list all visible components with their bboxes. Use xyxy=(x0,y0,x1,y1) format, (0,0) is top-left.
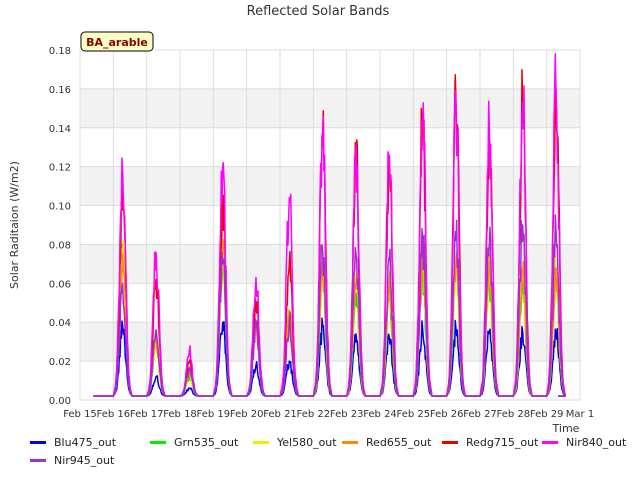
legend-swatch xyxy=(150,441,166,444)
plot-band xyxy=(80,127,580,167)
y-tick-label: 0.12 xyxy=(49,163,71,174)
legend-swatch xyxy=(342,441,358,444)
legend-label: Redg715_out xyxy=(466,436,539,449)
plot-band xyxy=(80,205,580,245)
legend-swatch xyxy=(30,441,46,444)
legend-label: Nir945_out xyxy=(54,454,115,467)
x-tick-label: Feb 26 xyxy=(430,409,464,420)
legend-swatch xyxy=(253,441,269,444)
plot-band xyxy=(80,244,580,284)
plot-band xyxy=(80,88,580,128)
plot-area xyxy=(79,49,581,401)
x-tick-label: Feb 23 xyxy=(330,409,364,420)
y-tick-label: 0.14 xyxy=(49,124,71,135)
x-axis-ticks: Feb 15 Feb 16 Feb 17 Feb 18 Feb 19 Feb 20 Feb … xyxy=(63,409,594,420)
y-axis-ticks: 0.00 0.02 0.04 0.06 0.08 0.10 0.12 0.14 0.16 0.18 xyxy=(49,46,71,407)
plot-band xyxy=(80,283,580,323)
y-tick-label: 0.02 xyxy=(49,357,71,368)
chart-title: Reflected Solar Bands xyxy=(247,4,390,19)
x-tick-label: Mar 1 xyxy=(566,409,594,420)
legend-item: Nir840_out xyxy=(542,436,626,449)
x-tick-label: Feb 27 xyxy=(463,409,497,420)
legend-item: Redg715_out xyxy=(442,436,538,449)
x-axis-label: Time xyxy=(552,422,580,435)
plot-band xyxy=(80,322,580,362)
legend-item: Red655_out xyxy=(342,436,431,449)
legend-swatch xyxy=(442,441,458,444)
y-tick-label: 0.06 xyxy=(49,279,71,290)
legend-item: Yel580_out xyxy=(253,436,337,449)
site-badge-label: BA_arable xyxy=(86,36,148,49)
x-tick-label: Feb 19 xyxy=(197,409,231,420)
legend-swatch xyxy=(542,441,558,444)
legend-swatch xyxy=(30,459,46,462)
x-tick-label: Feb 16 xyxy=(97,409,131,420)
x-tick-label: Feb 24 xyxy=(363,409,397,420)
plot-band xyxy=(80,166,580,206)
y-axis-label: Solar Raditaion (W/m2) xyxy=(8,161,21,289)
x-tick-label: Feb 25 xyxy=(397,409,431,420)
series-line-Nir945_out xyxy=(93,214,567,397)
series-lines xyxy=(93,52,567,397)
y-tick-label: 0.18 xyxy=(49,46,71,57)
site-badge: BA_arable xyxy=(80,31,154,52)
y-tick-label: 0.10 xyxy=(49,202,71,213)
y-tick-label: 0.08 xyxy=(49,240,71,251)
x-tick-label: Feb 20 xyxy=(230,409,264,420)
x-tick-label: Feb 15 xyxy=(63,409,97,420)
x-tick-label: Feb 17 xyxy=(130,409,164,420)
x-tick-label: Feb 22 xyxy=(297,409,331,420)
legend-label: Nir840_out xyxy=(566,436,627,449)
legend-label: Grn535_out xyxy=(174,436,239,449)
x-tick-label: Feb 18 xyxy=(163,409,197,420)
x-tick-label: Feb 28 xyxy=(497,409,531,420)
legend-item: Nir945_out xyxy=(30,454,114,467)
legend-label: Yel580_out xyxy=(277,436,337,449)
y-tick-label: 0.00 xyxy=(49,396,71,407)
legend-item: Grn535_out xyxy=(150,436,238,449)
legend-label: Red655_out xyxy=(366,436,432,449)
legend-label: Blu475_out xyxy=(54,436,117,449)
legend-item: Blu475_out xyxy=(30,436,116,449)
grid-lines xyxy=(79,49,581,401)
x-tick-label: Feb 21 xyxy=(263,409,297,420)
plot-band xyxy=(80,50,580,89)
y-tick-label: 0.16 xyxy=(49,85,71,96)
x-tick-label: Feb 29 xyxy=(530,409,564,420)
y-tick-label: 0.04 xyxy=(49,318,71,329)
